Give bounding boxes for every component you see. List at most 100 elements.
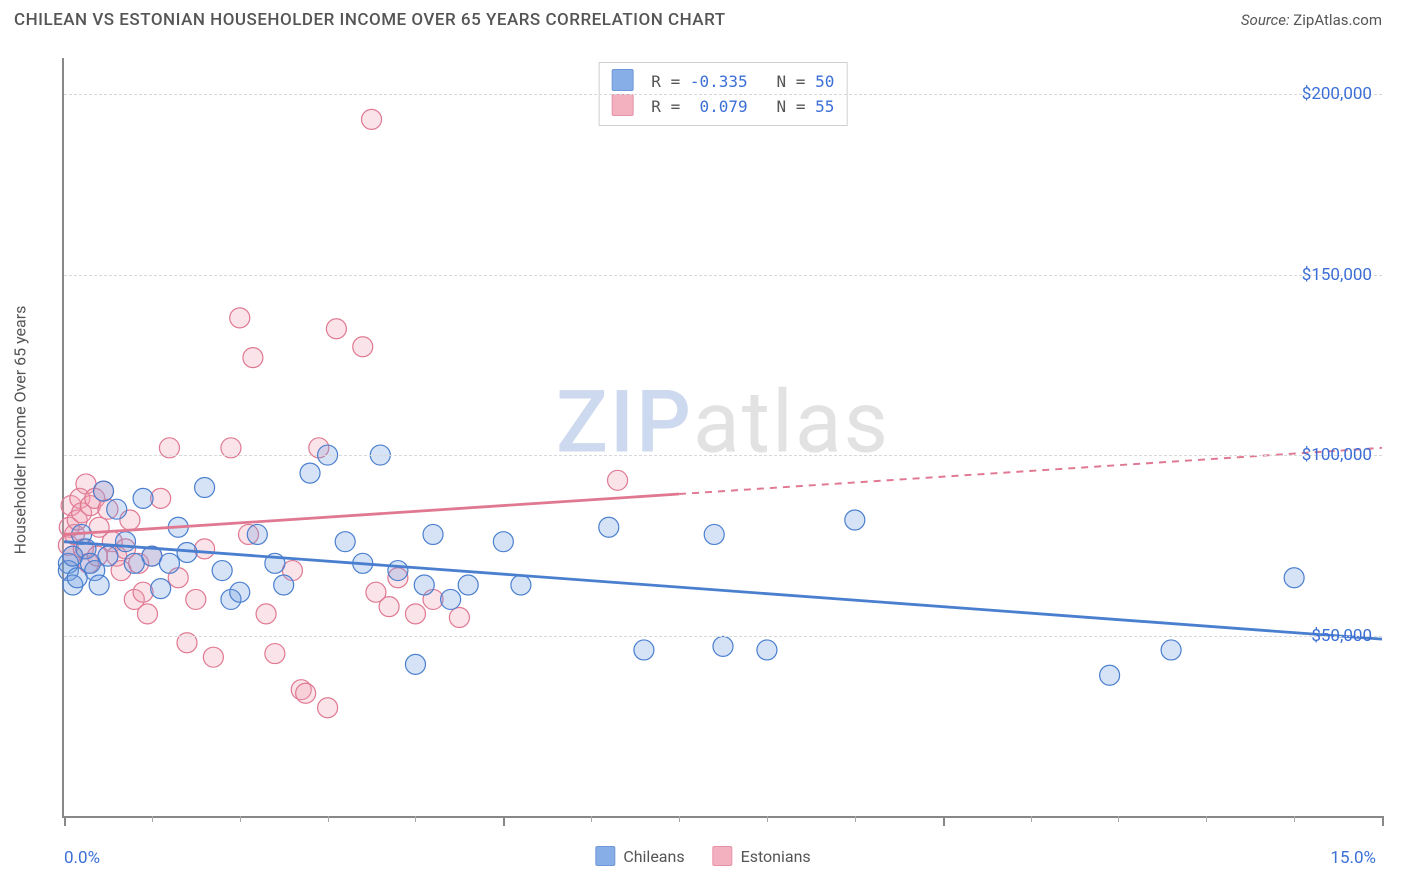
- scatter-svg: [64, 58, 1382, 816]
- chileans-n: 50: [815, 72, 834, 91]
- data-point: [335, 532, 355, 552]
- data-point: [137, 604, 157, 624]
- data-point: [151, 579, 171, 599]
- x-tick-minor: [855, 816, 856, 822]
- y-tick-label: $150,000: [1302, 265, 1372, 285]
- data-point: [195, 539, 215, 559]
- chileans-r: -0.335: [690, 72, 748, 91]
- y-axis-label: Householder Income Over 65 years: [11, 306, 30, 555]
- data-point: [195, 478, 215, 498]
- data-point: [493, 532, 513, 552]
- estonians-n: 55: [815, 97, 834, 116]
- chart-title: CHILEAN VS ESTONIAN HOUSEHOLDER INCOME O…: [14, 10, 726, 30]
- gridline: [64, 636, 1382, 637]
- series-legend: Chileans Estonians: [595, 846, 810, 866]
- data-point: [159, 553, 179, 573]
- x-tick-minor: [240, 816, 241, 822]
- data-point: [405, 654, 425, 674]
- legend-label-chileans: Chileans: [623, 847, 684, 866]
- x-tick-minor: [767, 816, 768, 822]
- data-point: [608, 470, 628, 490]
- data-point: [133, 488, 153, 508]
- source-value: ZipAtlas.com: [1293, 11, 1382, 29]
- data-point: [757, 640, 777, 660]
- data-point: [89, 575, 109, 595]
- swatch-estonians-icon: [713, 846, 733, 866]
- x-axis-min-label: 0.0%: [64, 848, 100, 868]
- data-point: [405, 604, 425, 624]
- data-point: [423, 524, 443, 544]
- legend-row-estonians: R = 0.079 N = 55: [612, 94, 835, 119]
- data-point: [247, 524, 267, 544]
- data-point: [713, 636, 733, 656]
- x-tick-major: [1382, 816, 1384, 826]
- gridline: [64, 94, 1382, 95]
- data-point: [186, 589, 206, 609]
- data-point: [1100, 665, 1120, 685]
- data-point: [634, 640, 654, 660]
- legend-item-estonians: Estonians: [713, 846, 811, 866]
- data-point: [243, 348, 263, 368]
- data-point: [441, 589, 461, 609]
- data-point: [704, 524, 724, 544]
- x-tick-major: [943, 816, 945, 826]
- y-tick-label: $100,000: [1302, 445, 1372, 465]
- data-point: [212, 561, 232, 581]
- data-point: [414, 575, 434, 595]
- data-point: [511, 575, 531, 595]
- data-point: [300, 463, 320, 483]
- data-point: [458, 575, 478, 595]
- data-point: [362, 109, 382, 129]
- swatch-estonians: [612, 94, 634, 116]
- x-tick-major: [503, 816, 505, 826]
- x-tick-minor: [152, 816, 153, 822]
- x-tick-minor: [415, 816, 416, 822]
- x-tick-major: [64, 816, 66, 826]
- data-point: [274, 575, 294, 595]
- x-tick-minor: [1031, 816, 1032, 822]
- data-point: [230, 308, 250, 328]
- data-point: [1161, 640, 1181, 660]
- data-point: [388, 561, 408, 581]
- x-tick-minor: [1118, 816, 1119, 822]
- data-point: [230, 582, 250, 602]
- data-point: [599, 517, 619, 537]
- y-tick-label: $50,000: [1311, 626, 1372, 646]
- x-tick-minor: [679, 816, 680, 822]
- data-point: [203, 647, 223, 667]
- gridline: [64, 275, 1382, 276]
- estonians-r: 0.079: [690, 97, 748, 116]
- x-tick-minor: [1294, 816, 1295, 822]
- swatch-chileans: [612, 69, 634, 91]
- data-point: [133, 582, 153, 602]
- plot-area: ZIPatlas R = -0.335 N = 50 R = 0.079 N =…: [62, 58, 1382, 818]
- data-point: [296, 683, 316, 703]
- chart-container: Householder Income Over 65 years ZIPatla…: [14, 50, 1392, 880]
- data-point: [94, 481, 114, 501]
- legend-row-chileans: R = -0.335 N = 50: [612, 69, 835, 94]
- data-point: [116, 532, 136, 552]
- data-point: [326, 319, 346, 339]
- y-tick-label: $200,000: [1302, 84, 1372, 104]
- data-point: [265, 644, 285, 664]
- data-point: [318, 698, 338, 718]
- data-point: [256, 604, 276, 624]
- x-tick-minor: [1206, 816, 1207, 822]
- x-tick-minor: [591, 816, 592, 822]
- x-tick-minor: [328, 816, 329, 822]
- x-axis-max-label: 15.0%: [1330, 848, 1376, 868]
- data-point: [98, 546, 118, 566]
- legend-item-chileans: Chileans: [595, 846, 684, 866]
- source-attribution: Source: ZipAtlas.com: [1241, 11, 1382, 29]
- data-point: [845, 510, 865, 530]
- data-point: [107, 499, 127, 519]
- data-point: [379, 597, 399, 617]
- source-label: Source:: [1241, 11, 1290, 29]
- swatch-chileans-icon: [595, 846, 615, 866]
- legend-label-estonians: Estonians: [741, 847, 811, 866]
- gridline: [64, 455, 1382, 456]
- data-point: [353, 337, 373, 357]
- data-point: [1284, 568, 1304, 588]
- trend-line: [64, 542, 1382, 639]
- data-point: [449, 607, 469, 627]
